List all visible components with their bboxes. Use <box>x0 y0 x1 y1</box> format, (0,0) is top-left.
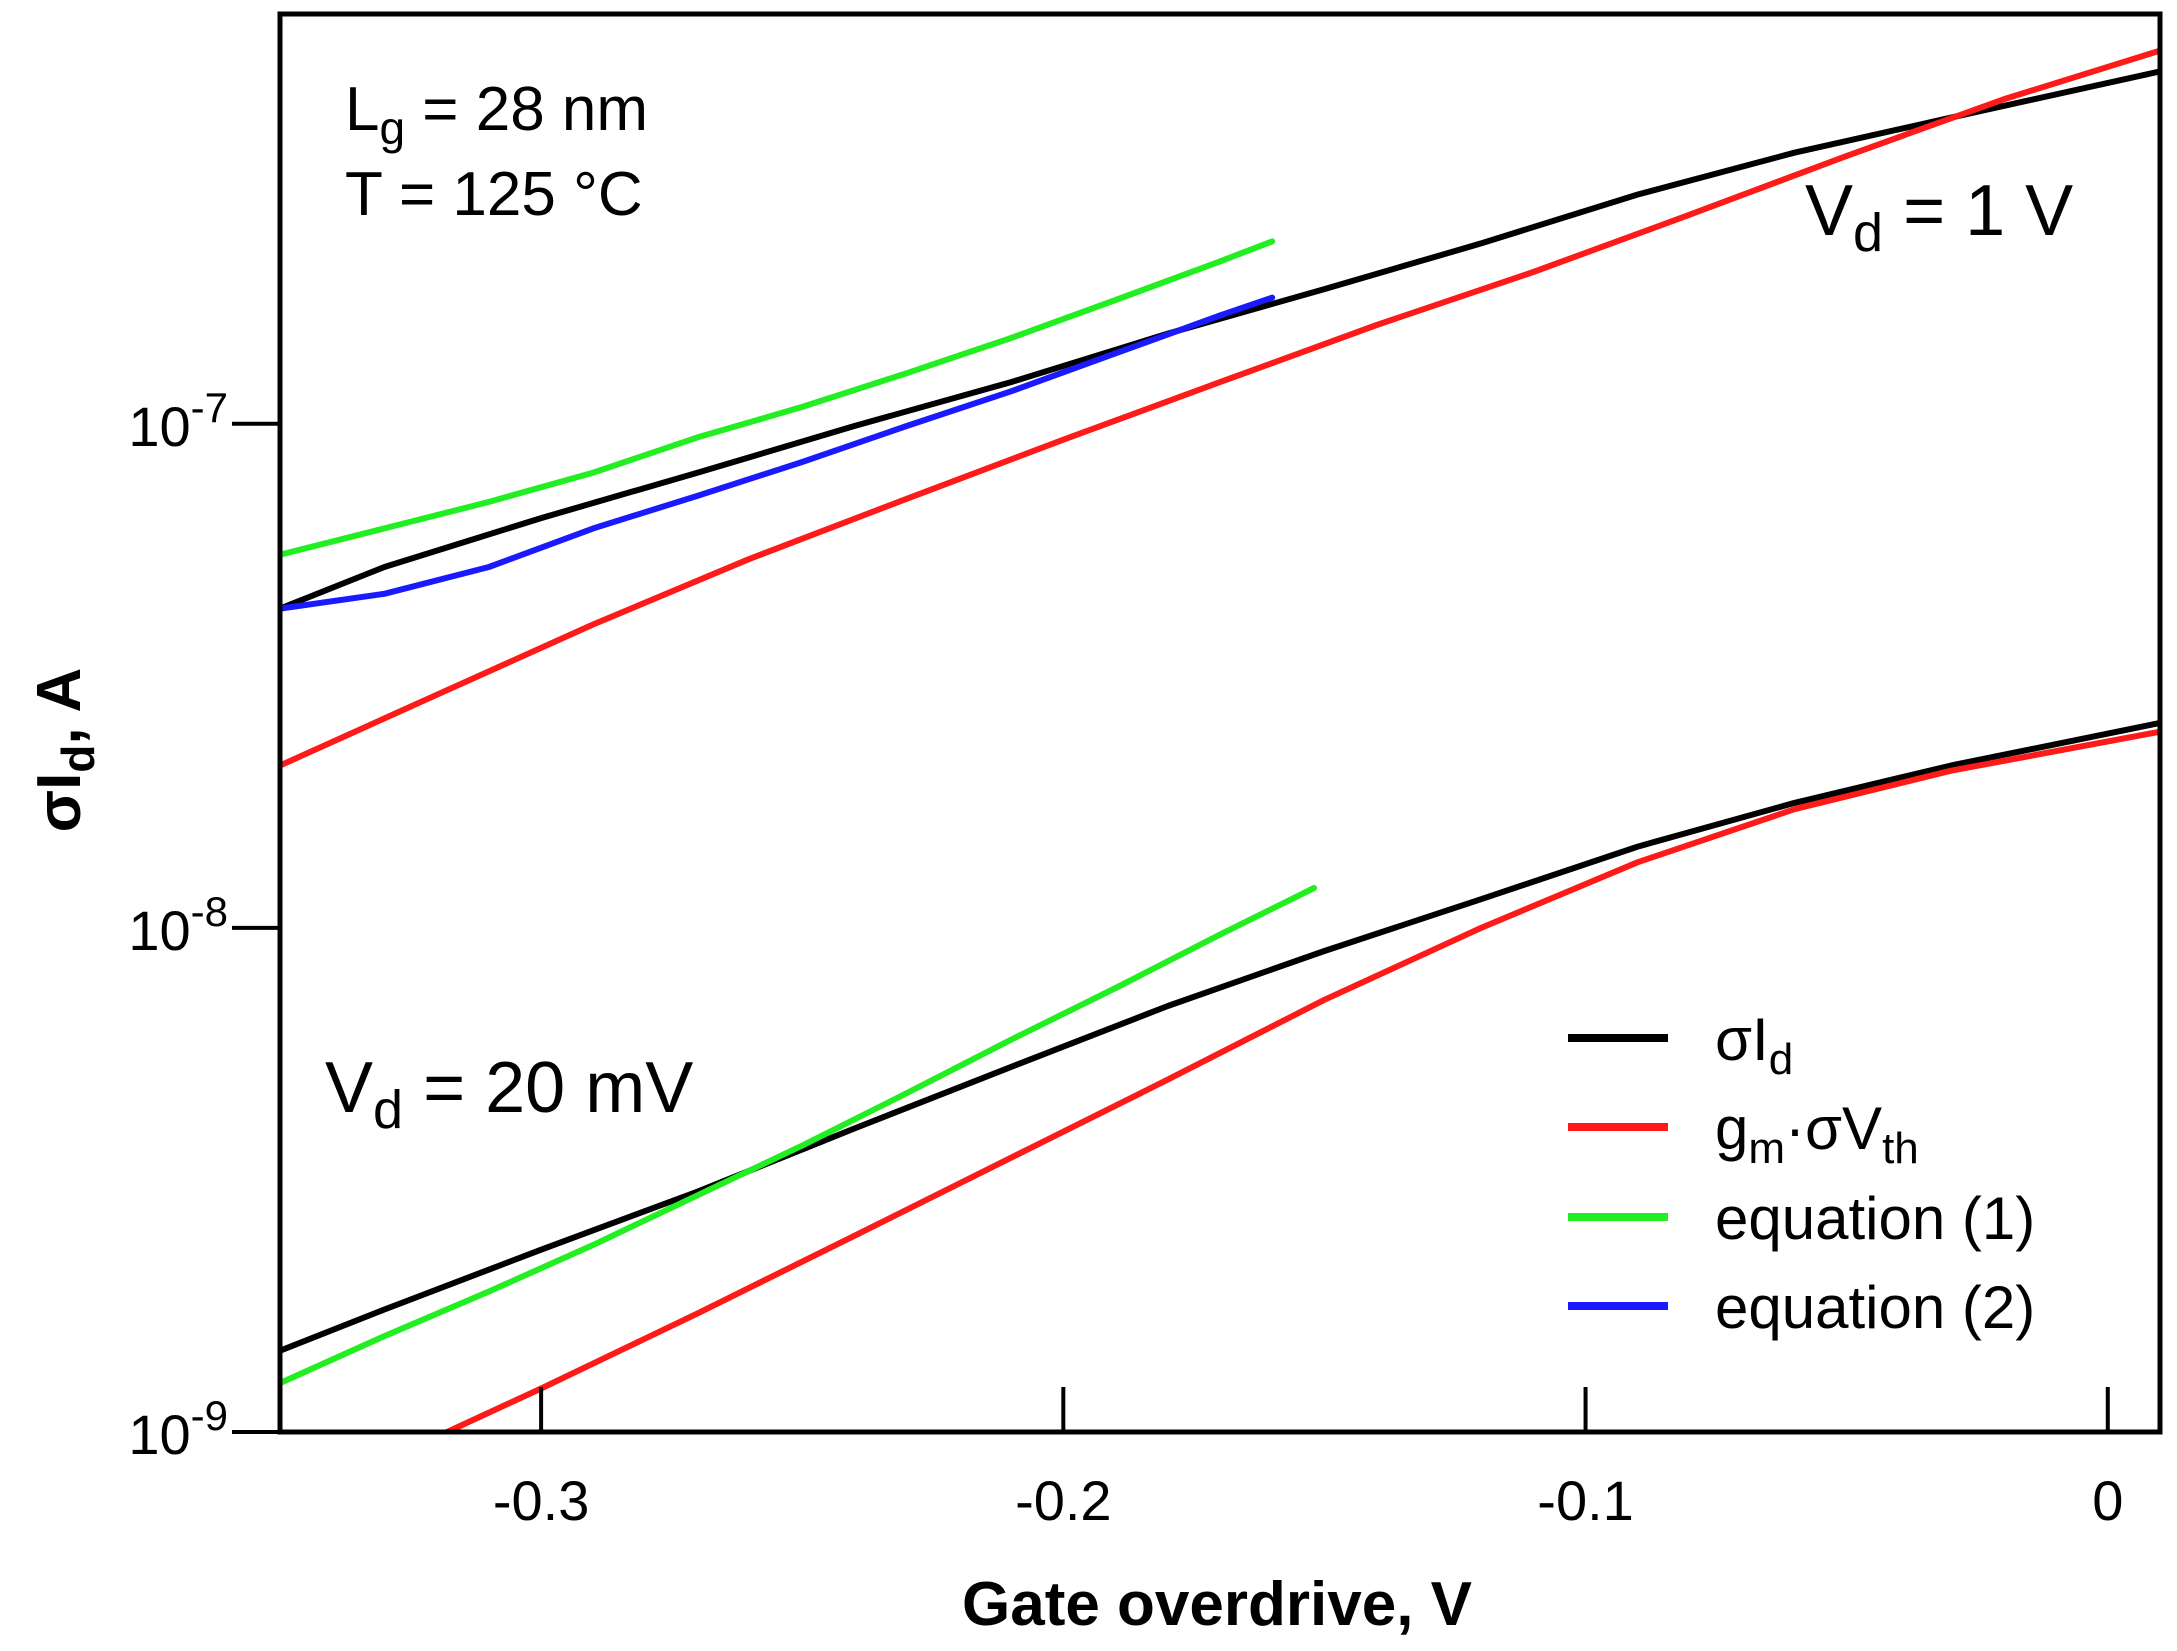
legend: σId gm·σVth equation (1) equation (2) <box>1568 1006 2035 1341</box>
y-tick-label-2: 10-7 <box>128 384 228 458</box>
legend-item-equation-2: equation (2) <box>1568 1274 2035 1341</box>
series-line-6 <box>280 885 1317 1387</box>
legend-label-equation-2: equation (2) <box>1715 1274 2035 1341</box>
legend-label-gm-sigma-vth: gm·σVth <box>1715 1095 1919 1173</box>
series-line-5 <box>444 728 2160 1432</box>
legend-label-equation-1: equation (1) <box>1715 1185 2035 1252</box>
x-axis-title: Gate overdrive, V <box>962 1570 1472 1639</box>
series-layer <box>280 47 2160 1432</box>
y-axis-title: σId, A <box>25 668 104 833</box>
series-line-0 <box>280 68 2160 612</box>
series-line-2 <box>280 238 1276 558</box>
legend-item-equation-1: equation (1) <box>1568 1185 2035 1252</box>
annotation-vd-high: Vd = 1 V <box>1805 171 2073 263</box>
x-tick-label-3: 0 <box>2092 1469 2123 1532</box>
annotation-gate-length: Lg = 28 nm <box>345 75 648 154</box>
x-tick-label-0: -0.3 <box>493 1469 590 1532</box>
x-tick-label-2: -0.1 <box>1537 1469 1634 1532</box>
series-line-1 <box>280 47 2160 769</box>
series-line-3 <box>280 294 1276 612</box>
annotation-temperature: T = 125 °C <box>345 160 643 229</box>
ticks-layer: -0.3 -0.2 -0.1 0 10-9 10-8 10-7 <box>128 384 2123 1532</box>
plot-frame <box>277 11 2163 1435</box>
annotation-vd-low: Vd = 20 mV <box>325 1048 693 1140</box>
legend-label-sigma-id: σId <box>1715 1006 1793 1084</box>
x-tick-label-1: -0.2 <box>1015 1469 1112 1532</box>
series-line-4 <box>280 720 2160 1354</box>
legend-item-gm-sigma-vth: gm·σVth <box>1568 1095 1919 1173</box>
y-tick-label-0: 10-9 <box>128 1392 228 1466</box>
y-tick-label-1: 10-8 <box>128 888 228 962</box>
legend-item-sigma-id: σId <box>1568 1006 1793 1084</box>
